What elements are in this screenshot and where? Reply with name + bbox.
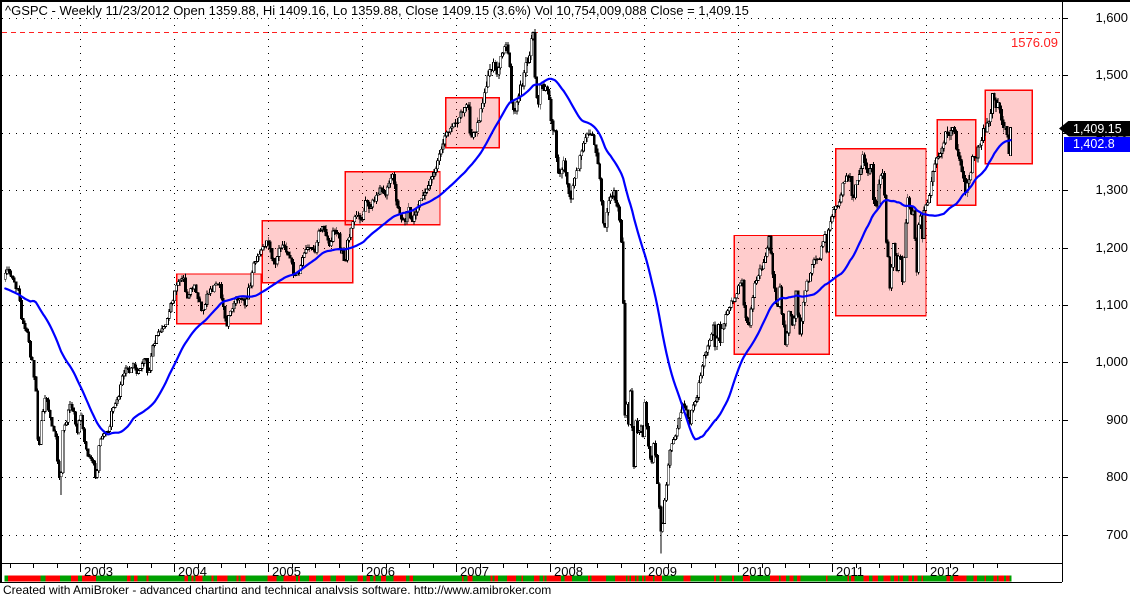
price-axis-label: 1,600 <box>1095 10 1128 25</box>
ma-price-tag: 1,402.8 <box>1064 137 1130 152</box>
chart-title: ^GSPC - Weekly 11/23/2012 Open 1359.88, … <box>5 3 749 18</box>
year-label: 2008 <box>554 564 583 579</box>
year-label: 2004 <box>178 564 207 579</box>
price-axis-label: 1,100 <box>1095 297 1128 312</box>
year-label: 2011 <box>836 564 864 579</box>
year-label: 2006 <box>366 564 395 579</box>
resistance-price-label: 1576.09 <box>1011 35 1058 50</box>
year-label: 2007 <box>460 564 489 579</box>
price-axis-label: 900 <box>1106 411 1128 427</box>
candlestick-series <box>3 29 1012 554</box>
moving-average-line <box>4 77 1012 441</box>
price-axis-label: 1,500 <box>1095 67 1128 83</box>
updown-ribbon <box>4 575 1012 582</box>
credit-footer: Created with AmiBroker - advanced charti… <box>3 583 1127 594</box>
price-axis-label: 800 <box>1106 469 1128 485</box>
price-axis-label: 1,200 <box>1095 239 1128 255</box>
year-label: 2009 <box>648 564 677 579</box>
price-axis-label: 700 <box>1106 526 1128 542</box>
price-axis: 1,6001,5001,4001,3001,2001,1001,00090080… <box>1070 0 1128 594</box>
price-axis-label: 1,300 <box>1095 182 1128 198</box>
year-label: 2010 <box>742 564 771 579</box>
price-axis-label: 1,000 <box>1095 354 1128 370</box>
last-price-tag: 1,409.15 <box>1059 120 1130 137</box>
year-label: 2005 <box>272 564 301 579</box>
year-label: 2003 <box>84 564 113 579</box>
year-label: 2012 <box>930 564 959 579</box>
